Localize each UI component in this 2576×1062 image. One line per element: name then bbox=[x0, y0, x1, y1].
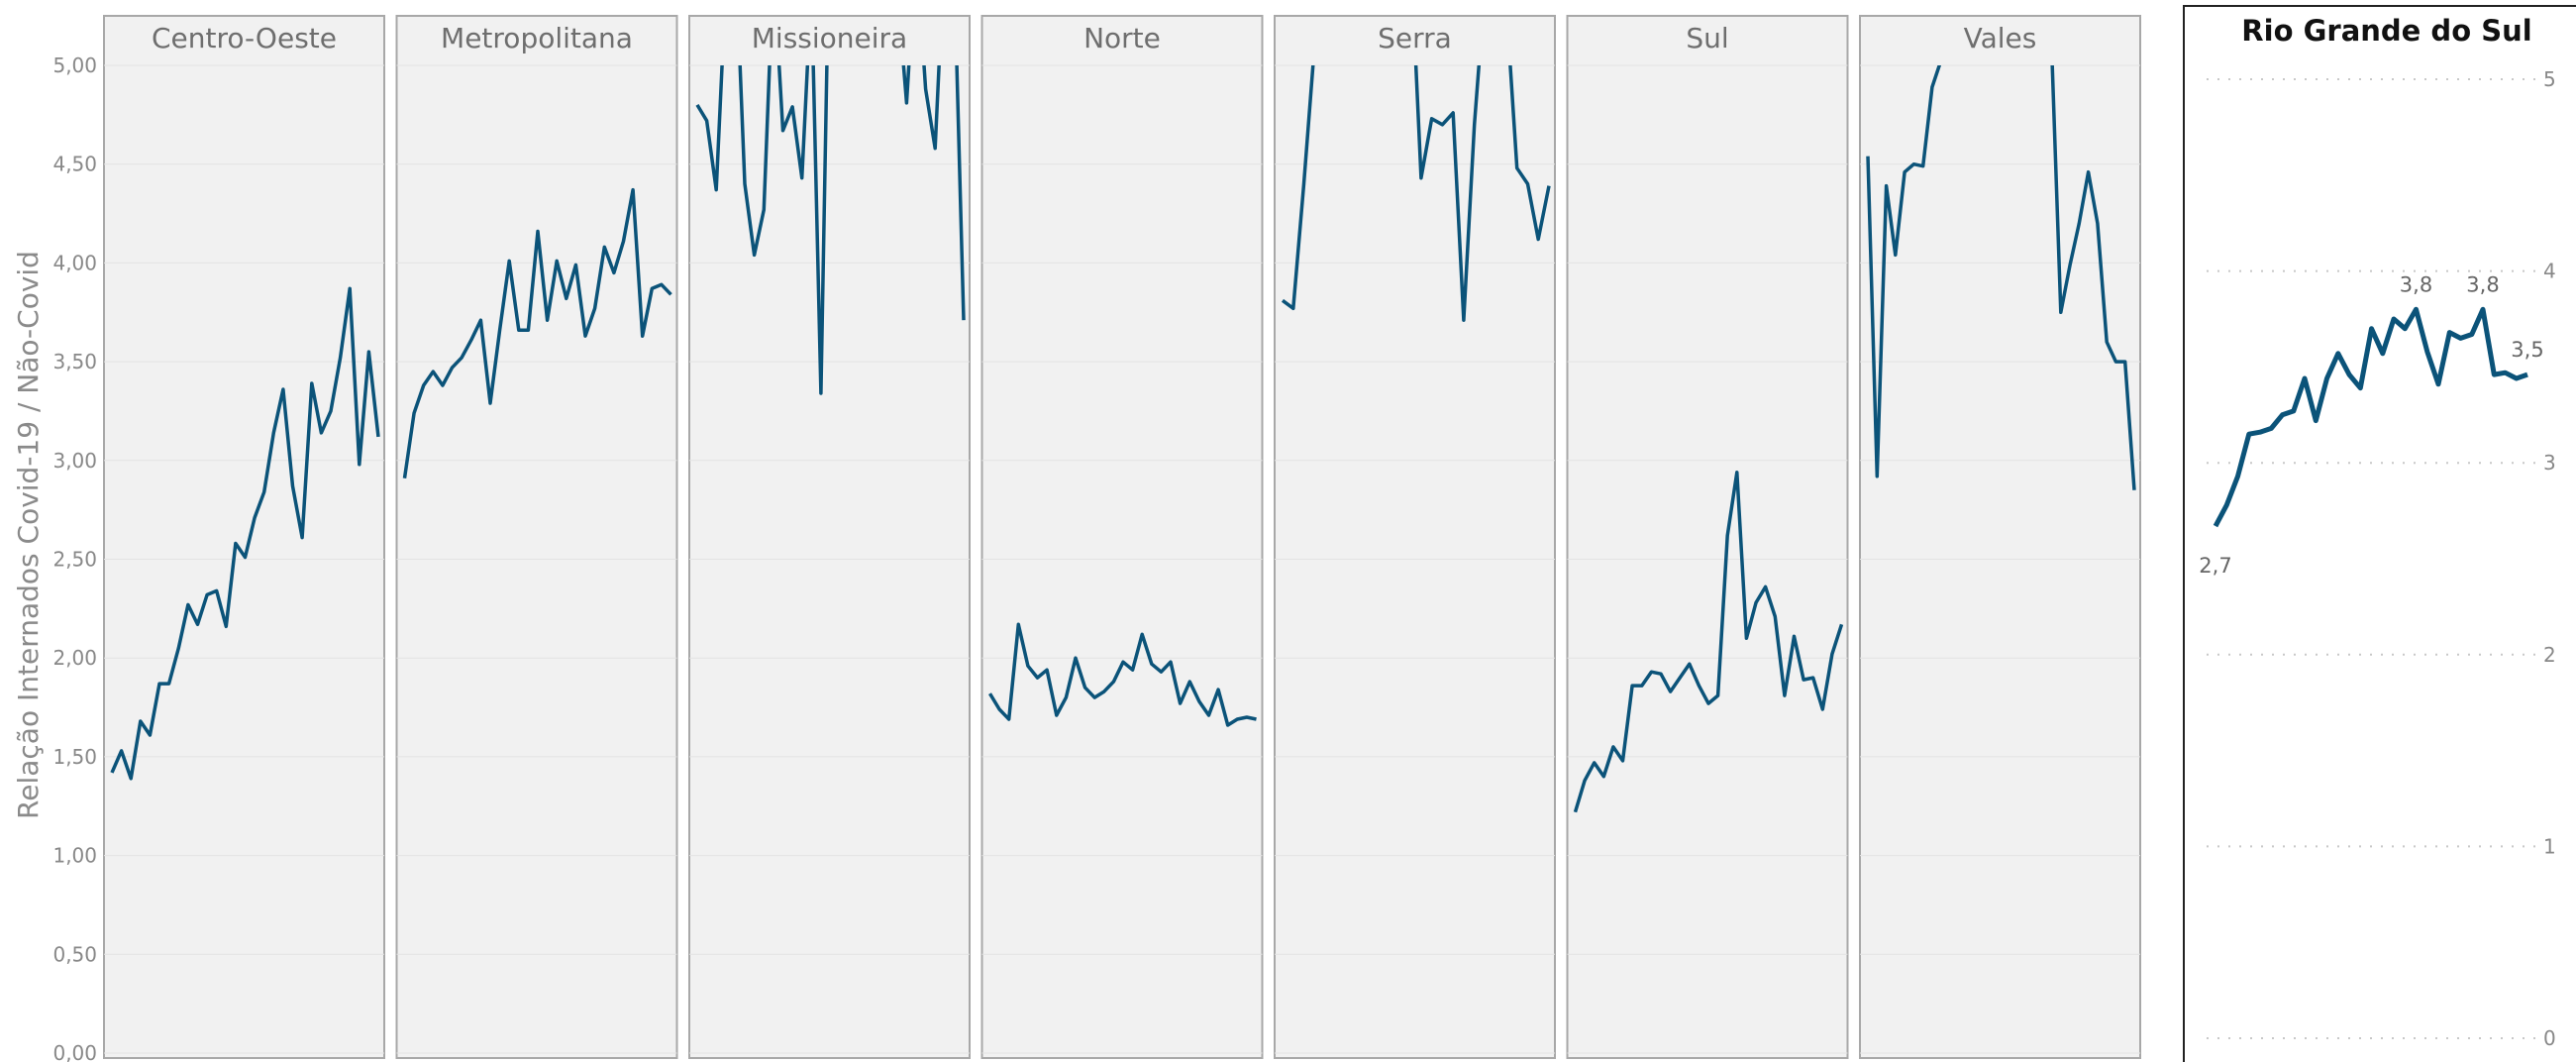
y-tick-label: 4,50 bbox=[52, 153, 97, 176]
series-line bbox=[1866, 65, 2136, 490]
summary-chart-frame bbox=[2183, 5, 2576, 1062]
panel-title: Vales bbox=[1964, 22, 2037, 54]
y-tick-label: 1,00 bbox=[52, 844, 97, 868]
y-tick-label: 0 bbox=[2543, 1026, 2556, 1050]
y-tick-label: 2,00 bbox=[52, 646, 97, 670]
panel-vales: Vales bbox=[1859, 15, 2141, 1059]
y-axis: 0,00 0,50 1,00 1,50 2,00 2,50 3,00 3,50 4,00 4,50… bbox=[52, 53, 97, 1062]
y-tick-label: 3,00 bbox=[52, 449, 97, 473]
panel-missioneira: Missioneira bbox=[688, 15, 971, 1059]
panel-title: Metropolitana bbox=[441, 22, 633, 54]
panel-background bbox=[1274, 15, 1556, 1059]
y-tick-label: 3 bbox=[2543, 451, 2556, 475]
y-tick-label: 0,00 bbox=[52, 1041, 97, 1062]
panel-centro-oeste: Centro-Oeste bbox=[103, 15, 385, 1059]
summary-chart-plot: 0 1 2 3 4 5 2,7 3,8 3,8 3,5 bbox=[2199, 67, 2555, 1050]
series-line bbox=[110, 286, 380, 781]
panel-sul: Sul bbox=[1566, 15, 1849, 1059]
panel-background bbox=[1566, 15, 1849, 1059]
series-line bbox=[695, 65, 966, 395]
summary-chart: Rio Grande do Sul 0 1 2 3 4 5 2,7 3,8 3,8 3,5 bbox=[2183, 5, 2576, 1062]
panel-title: Serra bbox=[1378, 22, 1452, 54]
panel-title: Missioneira bbox=[752, 22, 907, 54]
panel-background bbox=[1859, 15, 2141, 1059]
panel-metropolitana: Metropolitana bbox=[395, 15, 678, 1059]
panel-title: Sul bbox=[1686, 22, 1728, 54]
panel-title: Centro-Oeste bbox=[152, 22, 337, 54]
panel-serra: Serra bbox=[1274, 15, 1556, 1059]
panel-background bbox=[980, 15, 1264, 1059]
y-tick-label: 1 bbox=[2543, 834, 2556, 858]
y-tick-label: 2 bbox=[2543, 643, 2556, 667]
y-tick-label: 4,00 bbox=[52, 251, 97, 274]
data-label: 2,7 bbox=[2199, 554, 2231, 578]
summary-chart-title: Rio Grande do Sul bbox=[2241, 14, 2531, 48]
series-line bbox=[402, 187, 672, 478]
y-tick-label: 2,50 bbox=[52, 548, 97, 572]
y-tick-label: 5,00 bbox=[52, 53, 97, 77]
series-line bbox=[2213, 306, 2528, 528]
small-multiples-panels: Centro-Oeste Metropolitana Missioneira Nort… bbox=[103, 15, 2141, 1059]
series-line bbox=[1573, 471, 1844, 813]
y-tick-label: 4 bbox=[2543, 260, 2556, 283]
y-tick-label: 1,50 bbox=[52, 745, 97, 769]
y-tick-label: 5 bbox=[2543, 67, 2556, 91]
y-tick-label: 3,50 bbox=[52, 350, 97, 373]
panel-background bbox=[103, 15, 385, 1059]
data-label: 3,5 bbox=[2511, 338, 2543, 362]
panel-title: Norte bbox=[1083, 22, 1161, 54]
panel-background bbox=[688, 15, 971, 1059]
data-label: 3,8 bbox=[2466, 272, 2499, 296]
data-label: 3,8 bbox=[2400, 272, 2432, 296]
series-line bbox=[988, 622, 1257, 727]
panel-background bbox=[395, 15, 678, 1059]
y-axis-label: Relação Internados Covid-19 / Não-Covid bbox=[12, 251, 45, 819]
panel-norte: Norte bbox=[980, 15, 1264, 1059]
y-tick-label: 0,50 bbox=[52, 942, 97, 966]
